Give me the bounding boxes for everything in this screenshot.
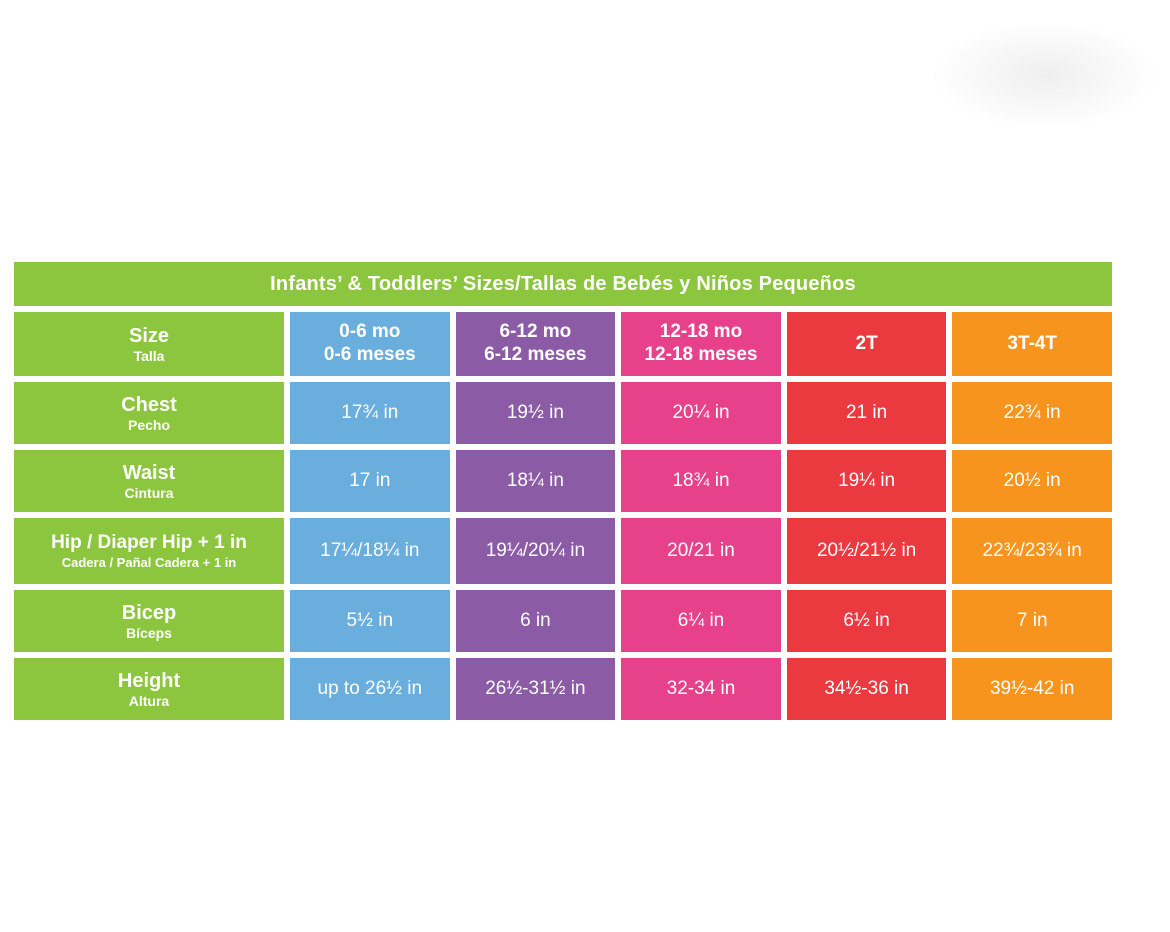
value-cell-waist-6-12mo: 18¼ in	[455, 450, 616, 512]
column-header-6-12mo: 6-12 mo 6-12 meses	[455, 312, 616, 376]
row-label-en: Bicep	[121, 601, 177, 624]
value-cell-hip-12-18mo: 20/21 in	[621, 518, 781, 584]
row-label-en: Waist	[122, 461, 176, 484]
value-cell-bicep-12-18mo: 6¼ in	[621, 590, 781, 652]
column-header-0-6mo: 0-6 mo 0-6 meses	[290, 312, 450, 376]
row-label-en: Height	[117, 669, 181, 692]
value-cell-height-6-12mo: 26½-31½ in	[455, 658, 616, 720]
column-header-es: 12-18 meses	[644, 344, 758, 365]
size-chart-table: Infants’ & Toddlers’ Sizes/Tallas de Beb…	[14, 262, 1112, 720]
row-label-es: Pecho	[127, 416, 170, 433]
value-cell-height-12-18mo: 32-34 in	[621, 658, 781, 720]
value-cell-chest-2t: 21 in	[786, 382, 947, 444]
value-cell-hip-2t: 20½/21½ in	[786, 518, 947, 584]
row-label-en: Chest	[121, 393, 177, 416]
value-cell-height-2t: 34½-36 in	[786, 658, 947, 720]
value-cell-hip-0-6mo: 17¼/18¼ in	[290, 518, 450, 584]
row-header-bicep: Bicep Bíceps	[14, 590, 284, 652]
value-cell-height-3t-4t: 39½-42 in	[952, 658, 1112, 720]
column-header-en: 12-18 mo	[659, 321, 743, 343]
corner-header-es: Talla	[133, 347, 165, 364]
value-cell-bicep-0-6mo: 5½ in	[290, 590, 450, 652]
value-cell-waist-12-18mo: 18¾ in	[621, 450, 781, 512]
row-header-chest: Chest Pecho	[14, 382, 284, 444]
value-cell-bicep-6-12mo: 6 in	[455, 590, 616, 652]
value-cell-height-0-6mo: up to 26½ in	[290, 658, 450, 720]
row-label-es: Bíceps	[126, 624, 172, 641]
value-cell-chest-0-6mo: 17¾ in	[290, 382, 450, 444]
column-header-en: 2T	[855, 332, 878, 354]
column-header-es: 0-6 meses	[323, 344, 416, 365]
value-cell-waist-0-6mo: 17 in	[290, 450, 450, 512]
value-cell-bicep-2t: 6½ in	[786, 590, 947, 652]
row-label-es: Cadera / Pañal Cadera + 1 in	[61, 554, 237, 570]
value-cell-waist-3t-4t: 20½ in	[952, 450, 1112, 512]
row-label-es: Cintura	[124, 484, 174, 501]
value-cell-chest-3t-4t: 22¾ in	[952, 382, 1112, 444]
column-header-3t-4t: 3T-4T	[952, 312, 1112, 376]
scan-artifact	[930, 20, 1160, 130]
column-header-es: 6-12 meses	[484, 344, 587, 365]
column-header-en: 6-12 mo	[499, 321, 572, 343]
column-header-en: 3T-4T	[1007, 332, 1057, 354]
value-cell-chest-6-12mo: 19½ in	[455, 382, 616, 444]
column-header-12-18mo: 12-18 mo 12-18 meses	[621, 312, 781, 376]
corner-header-en: Size	[128, 324, 170, 347]
value-cell-bicep-3t-4t: 7 in	[952, 590, 1112, 652]
value-cell-hip-6-12mo: 19¼/20¼ in	[455, 518, 616, 584]
row-header-waist: Waist Cintura	[14, 450, 284, 512]
column-header-2t: 2T	[786, 312, 947, 376]
table-title: Infants’ & Toddlers’ Sizes/Tallas de Beb…	[14, 262, 1112, 306]
value-cell-chest-12-18mo: 20¼ in	[621, 382, 781, 444]
row-header-hip: Hip / Diaper Hip + 1 in Cadera / Pañal C…	[14, 518, 284, 584]
row-header-height: Height Altura	[14, 658, 284, 720]
value-cell-hip-3t-4t: 22¾/23¾ in	[952, 518, 1112, 584]
row-label-es: Altura	[128, 692, 170, 709]
row-label-en: Hip / Diaper Hip + 1 in	[51, 531, 247, 553]
column-header-en: 0-6 mo	[339, 321, 401, 343]
corner-header-size: Size Talla	[14, 312, 284, 376]
value-cell-waist-2t: 19¼ in	[786, 450, 947, 512]
